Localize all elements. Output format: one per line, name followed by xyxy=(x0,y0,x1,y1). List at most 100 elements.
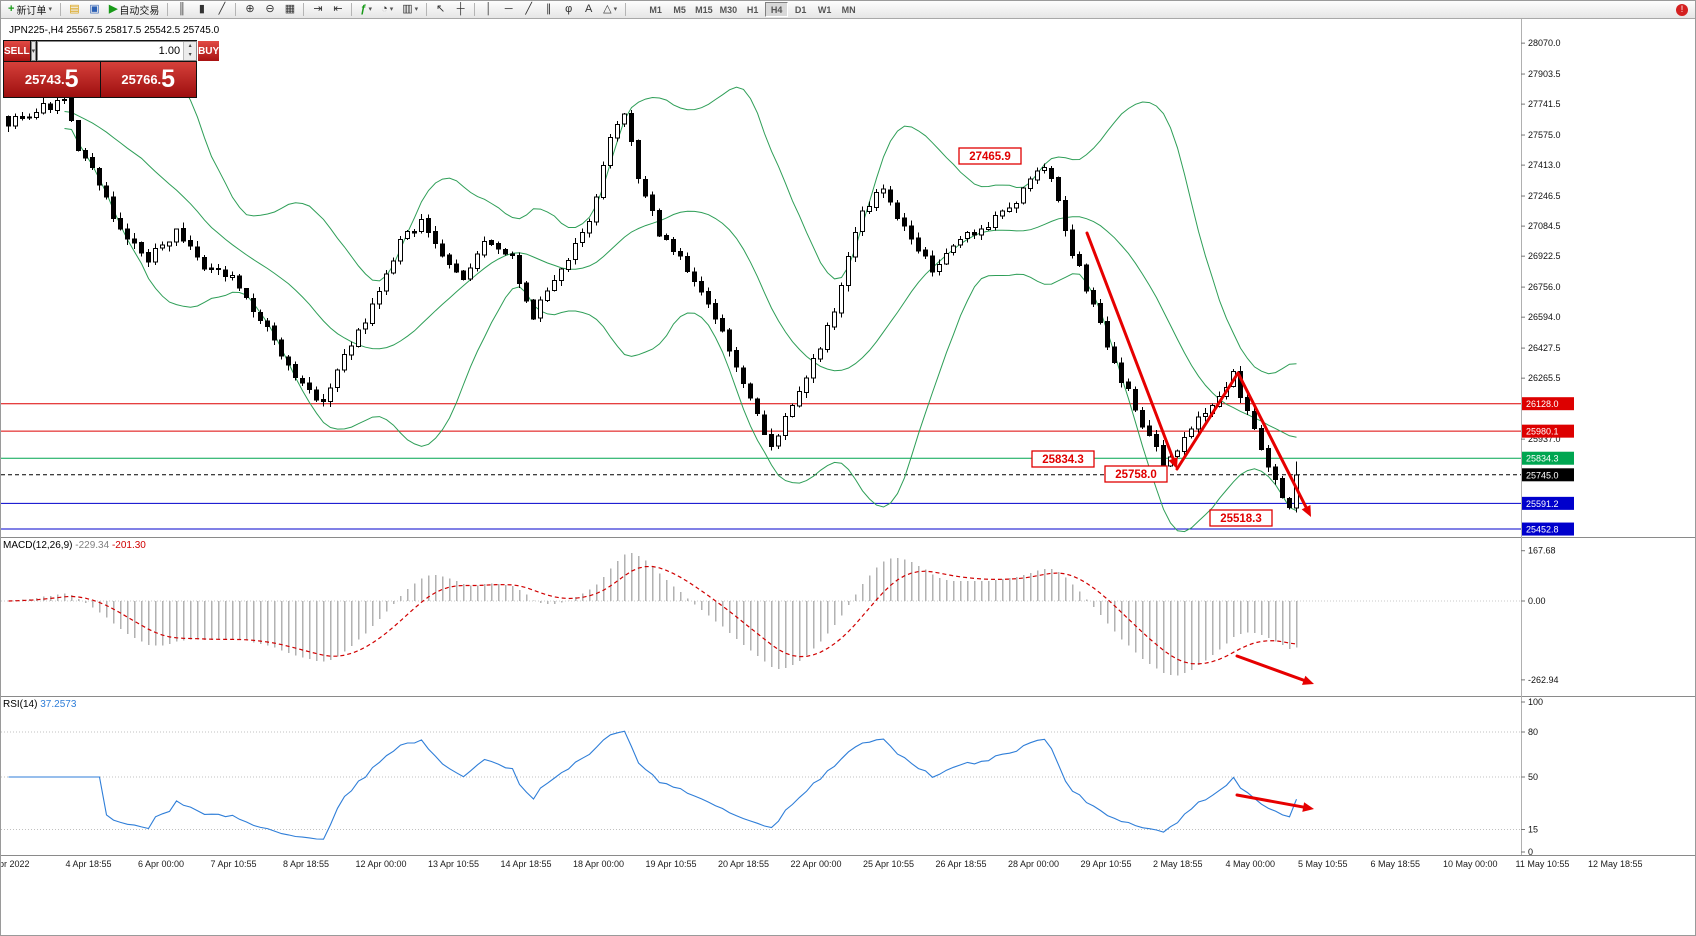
rsi-panel: 100 80 50 15 0 RSI(14) 37.2573 xyxy=(1,696,1696,855)
auto-scroll-button[interactable]: ⇥ xyxy=(308,2,327,18)
time-label: 6 Apr 00:00 xyxy=(138,859,185,869)
candlestick-chart-button[interactable]: ▮ xyxy=(192,2,211,18)
timeframe-button-m15[interactable]: M15 xyxy=(695,4,713,15)
cursor-icon: ↖ xyxy=(436,3,446,15)
svg-text:25758.0: 25758.0 xyxy=(1115,469,1157,481)
shapes-button[interactable]: △ ▾ xyxy=(599,2,621,18)
sell-price-big-digit: 5 xyxy=(64,64,79,93)
fibonacci-button[interactable]: φ xyxy=(559,2,578,18)
horizontal-line-button[interactable]: ─ xyxy=(499,2,518,18)
text-tool-button[interactable]: A xyxy=(579,2,598,18)
timeframe-button-mn[interactable]: MN xyxy=(841,4,856,15)
macd-panel: 167.68 0.00 -262.94 MACD(12,26,9) -229.34 … xyxy=(1,537,1696,696)
svg-text:26756.0: 26756.0 xyxy=(1528,282,1561,292)
data-window-button[interactable]: ▤ xyxy=(65,2,84,18)
toolbar-separator xyxy=(426,3,428,16)
cursor-button[interactable]: ↖ xyxy=(431,2,450,18)
svg-text:100: 100 xyxy=(1528,697,1543,707)
timeframe-button-m1[interactable]: M1 xyxy=(649,4,662,15)
volume-up-icon[interactable]: ▴ xyxy=(184,42,197,51)
svg-text:80: 80 xyxy=(1528,727,1538,737)
buy-button[interactable]: BUY xyxy=(198,41,220,61)
buy-price-button[interactable]: 25766. 5 xyxy=(100,62,196,97)
sell-button[interactable]: SELL xyxy=(4,41,30,61)
time-label: 12 May 18:55 xyxy=(1588,859,1643,869)
time-label: 7 Apr 10:55 xyxy=(210,859,257,869)
timeframe-button-m30[interactable]: M30 xyxy=(719,4,738,15)
timeframe-button-w1[interactable]: W1 xyxy=(817,4,832,15)
line-chart-button[interactable]: ╱ xyxy=(212,2,231,18)
bars-chart-icon: ║ xyxy=(178,3,186,15)
svg-text:26265.5: 26265.5 xyxy=(1528,373,1561,383)
svg-text:0.00: 0.00 xyxy=(1528,596,1546,606)
text-tool-icon: A xyxy=(584,3,593,15)
indicators-button[interactable]: ƒ ▾ xyxy=(356,2,376,18)
macd-signal-value: -201.30 xyxy=(111,540,146,551)
vertical-line-button[interactable]: │ xyxy=(479,2,498,18)
autotrade-button[interactable]: ▶ 自动交易 xyxy=(105,2,163,18)
svg-text:27084.5: 27084.5 xyxy=(1528,221,1561,231)
time-label: 28 Apr 00:00 xyxy=(1008,859,1060,869)
crosshair-button[interactable]: ┼ xyxy=(451,2,470,18)
svg-text:27575.0: 27575.0 xyxy=(1528,130,1561,140)
svg-text:25980.1: 25980.1 xyxy=(1526,427,1559,437)
fibonacci-icon: φ xyxy=(565,3,573,15)
toolbar-separator xyxy=(351,3,353,16)
svg-text:0: 0 xyxy=(1528,847,1533,855)
toolbar-separator xyxy=(625,3,627,16)
zoom-in-button[interactable]: ⊕ xyxy=(240,2,259,18)
chart-shift-button[interactable]: ⇤ xyxy=(328,2,347,18)
svg-text:15: 15 xyxy=(1528,825,1538,835)
zoom-out-button[interactable]: ⊖ xyxy=(260,2,279,18)
svg-text:26427.5: 26427.5 xyxy=(1528,343,1561,353)
rsi-chart[interactable]: 100 80 50 15 0 xyxy=(1,696,1696,855)
chevron-down-icon: ▾ xyxy=(613,6,618,13)
timeframe-button-d1[interactable]: D1 xyxy=(794,4,807,15)
autotrade-icon: ▶ xyxy=(108,3,118,15)
templates-icon: ▥ xyxy=(402,3,413,15)
timeframe-toolbar: M1 M5 M15 M30 H1 H4 D1 W1 MN xyxy=(644,2,860,17)
time-axis[interactable]: Apr 2022 4 Apr 18:55 6 Apr 00:00 7 Apr 10:5… xyxy=(1,855,1695,872)
bars-chart-button[interactable]: ║ xyxy=(172,2,191,18)
volume-preset-caret[interactable]: ▾ xyxy=(30,41,37,61)
svg-text:-262.94: -262.94 xyxy=(1528,675,1559,685)
macd-chart[interactable]: 167.68 0.00 -262.94 xyxy=(1,537,1696,696)
svg-text:28070.0: 28070.0 xyxy=(1528,38,1561,48)
timeframe-button-m5[interactable]: M5 xyxy=(673,4,686,15)
time-label: 25 Apr 10:55 xyxy=(863,859,915,869)
alert-button[interactable]: ! xyxy=(1672,2,1692,18)
timeframe-button-h1[interactable]: H1 xyxy=(746,4,759,15)
timeframe-button-h4[interactable]: H4 xyxy=(765,2,789,17)
main-chart[interactable]: 28070.0 27903.5 27741.5 27575.0 27413.0 27246… xyxy=(1,19,1696,537)
sell-price-button[interactable]: 25743. 5 xyxy=(4,62,100,97)
volume-down-icon[interactable]: ▾ xyxy=(184,51,197,60)
alert-icon: ! xyxy=(1676,3,1688,16)
volume-input[interactable] xyxy=(38,42,184,60)
svg-text:26922.5: 26922.5 xyxy=(1528,251,1561,261)
time-label: 11 May 10:55 xyxy=(1515,859,1570,869)
svg-text:25591.2: 25591.2 xyxy=(1526,499,1559,509)
svg-text:25518.3: 25518.3 xyxy=(1220,513,1262,525)
line-chart-icon: ╱ xyxy=(218,3,226,15)
time-label: 26 Apr 18:55 xyxy=(935,859,987,869)
toolbar-separator xyxy=(167,3,169,16)
new-order-button[interactable]: + 新订单 ▾ xyxy=(4,2,56,18)
time-label: Apr 2022 xyxy=(1,859,30,869)
navigator-button[interactable]: ▣ xyxy=(85,2,104,18)
time-label: 6 May 18:55 xyxy=(1370,859,1421,869)
trendline-button[interactable]: ╱ xyxy=(519,2,538,18)
svg-text:167.68: 167.68 xyxy=(1528,546,1556,556)
svg-text:27903.5: 27903.5 xyxy=(1528,69,1561,79)
sell-price: 25743. xyxy=(24,72,65,87)
channel-button[interactable]: ∥ xyxy=(539,2,558,18)
vertical-line-icon: │ xyxy=(485,3,493,15)
tile-windows-button[interactable]: ▦ xyxy=(280,2,299,18)
svg-text:25834.3: 25834.3 xyxy=(1526,454,1559,464)
periods-button[interactable]: ◔ ▾ xyxy=(377,2,397,18)
macd-name: MACD(12,26,9) xyxy=(3,540,73,551)
svg-text:25745.0: 25745.0 xyxy=(1526,470,1559,480)
templates-button[interactable]: ▥ ▾ xyxy=(398,2,422,18)
new-order-label: 新订单 xyxy=(16,6,47,17)
symbol-info-line: JPN225-,H4 25567.5 25817.5 25542.5 25745… xyxy=(9,25,220,36)
